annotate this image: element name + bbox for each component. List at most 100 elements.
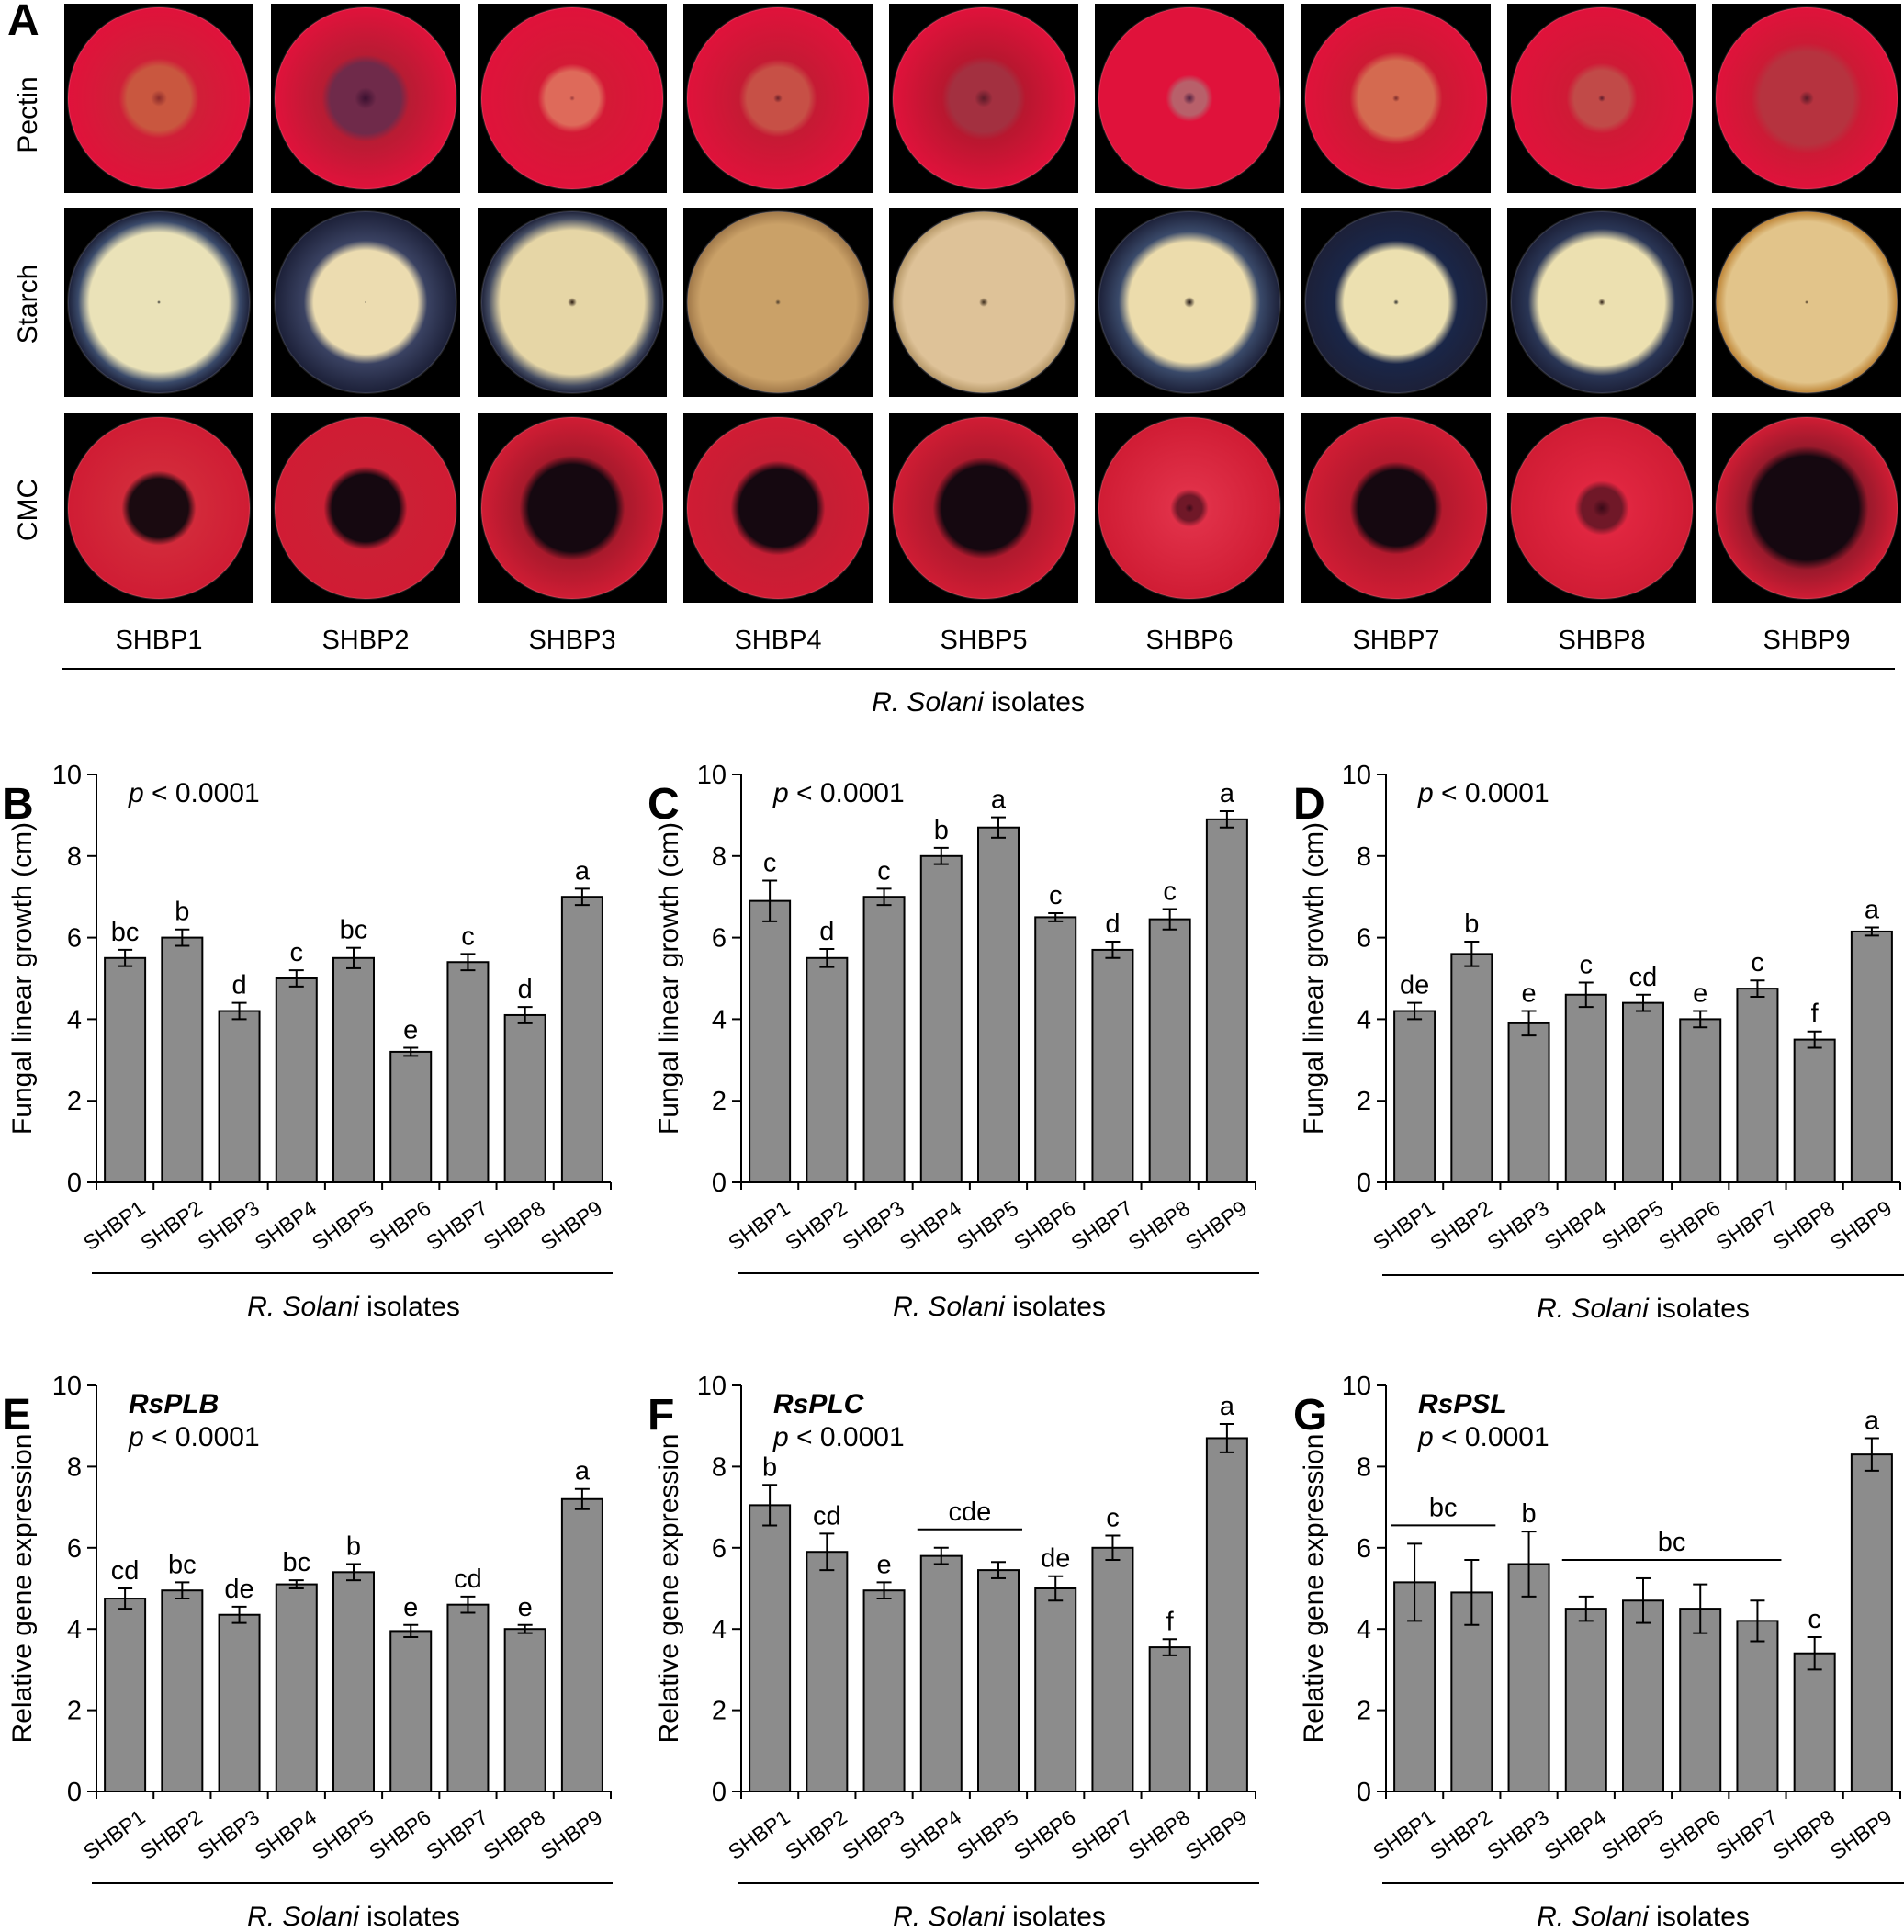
plate-dish xyxy=(1511,417,1693,599)
y-tick-label: 2 xyxy=(1357,1697,1371,1726)
category-label-shbp3: SHBP3 xyxy=(193,1196,264,1256)
y-tick-label: 4 xyxy=(67,1615,82,1644)
bar-shbp6 xyxy=(389,1050,433,1184)
plate-dish xyxy=(687,211,869,393)
x-axis-title: R. Solani isolates xyxy=(893,1292,1106,1322)
category-label-shbp7: SHBP7 xyxy=(422,1196,492,1256)
significance-letter: bc xyxy=(282,1548,310,1577)
plate-rim xyxy=(67,210,251,394)
y-tick-label: 8 xyxy=(67,842,82,872)
category-label-shbp8: SHBP8 xyxy=(1123,1196,1194,1256)
category-label-shbp4: SHBP4 xyxy=(251,1804,321,1864)
plate-dish xyxy=(275,417,456,599)
category-label-shbp5: SHBP5 xyxy=(308,1196,378,1256)
significance-letter: bc xyxy=(340,916,368,945)
category-label-shbp2: SHBP2 xyxy=(136,1805,207,1865)
significance-letter: d xyxy=(819,917,834,946)
bar-shbp4 xyxy=(1564,1608,1607,1792)
plate-starch-shbp1 xyxy=(64,208,253,397)
plate-starch-shbp8 xyxy=(1507,208,1696,397)
plate-rim xyxy=(686,416,870,600)
category-label-shbp7: SHBP7 xyxy=(1066,1196,1137,1256)
p-value: p < 0.0001 xyxy=(772,1422,905,1452)
plate-rim xyxy=(1098,416,1281,600)
plate-dish xyxy=(1098,211,1280,393)
plate-starch-shbp2 xyxy=(271,208,460,397)
bar-shbp8 xyxy=(1148,918,1191,1183)
category-label-shbp7: SHBP7 xyxy=(1066,1805,1137,1865)
significance-letter: de xyxy=(1400,971,1429,1000)
bar-shbp6 xyxy=(1679,1018,1722,1184)
y-tick-label: 4 xyxy=(67,1005,82,1034)
p-value: p < 0.0001 xyxy=(1417,778,1549,808)
y-tick-label: 4 xyxy=(1357,1615,1371,1644)
bar-shbp4 xyxy=(275,977,318,1183)
bar-shbp6 xyxy=(1034,1587,1077,1792)
x-axis-title: R. Solani isolates xyxy=(893,1902,1106,1932)
significance-letter: c xyxy=(763,848,777,877)
bar-shbp1 xyxy=(104,1598,147,1793)
bar-shbp5 xyxy=(1622,1001,1664,1184)
panel-letter-g: G xyxy=(1293,1391,1327,1440)
bar-shbp1 xyxy=(104,956,147,1184)
panel-letter-f: F xyxy=(648,1391,674,1440)
panel-letter-c: C xyxy=(648,780,680,829)
significance-letter: c xyxy=(290,938,304,967)
plate-dish xyxy=(1305,7,1487,189)
plate-dish xyxy=(481,211,663,393)
category-label-shbp5: SHBP5 xyxy=(1597,1805,1668,1865)
significance-letter: e xyxy=(1521,979,1536,1009)
plate-rim xyxy=(1715,6,1898,190)
category-label-shbp2: SHBP2 xyxy=(1425,1196,1496,1256)
panel-letter-b: B xyxy=(2,780,34,829)
bar-shbp8 xyxy=(503,1628,546,1792)
significance-letter: de xyxy=(224,1575,253,1604)
category-label-shbp6: SHBP6 xyxy=(365,1196,435,1256)
category-label-shbp6: SHBP6 xyxy=(1009,1196,1080,1256)
plate-cmc-shbp9 xyxy=(1712,413,1901,603)
bar-shbp5 xyxy=(977,826,1020,1183)
isolate-label-shbp7: SHBP7 xyxy=(1352,626,1439,655)
plate-rim xyxy=(892,416,1076,600)
y-tick-label: 2 xyxy=(712,1697,727,1726)
bar-shbp6 xyxy=(389,1630,433,1793)
bar-shbp5 xyxy=(332,1571,375,1792)
bar-shbp3 xyxy=(862,1589,906,1792)
plate-dish xyxy=(1511,211,1693,393)
panel-a-axis-title: R. Solani isolates xyxy=(872,687,1085,717)
y-tick-label: 10 xyxy=(1342,761,1371,790)
group-significance-letter: bc xyxy=(1429,1493,1458,1522)
plate-cmc-shbp3 xyxy=(478,413,667,603)
bar-shbp9 xyxy=(560,1497,603,1792)
category-label-shbp7: SHBP7 xyxy=(422,1805,492,1865)
plate-dish xyxy=(68,417,250,599)
bar-shbp7 xyxy=(1091,948,1134,1184)
bar-shbp3 xyxy=(1507,1563,1550,1792)
significance-letter: b xyxy=(1521,1499,1536,1529)
y-tick-label: 0 xyxy=(712,1169,727,1198)
category-label-shbp7: SHBP7 xyxy=(1711,1805,1782,1865)
plate-rim xyxy=(480,6,664,190)
significance-letter: c xyxy=(1163,877,1177,907)
category-label-shbp4: SHBP4 xyxy=(251,1195,321,1255)
plate-cmc-shbp1 xyxy=(64,413,253,603)
plate-dish xyxy=(1305,211,1487,393)
significance-letter: b xyxy=(934,816,949,845)
bar-shbp3 xyxy=(1507,1022,1550,1183)
plate-rim xyxy=(686,6,870,190)
y-tick-label: 4 xyxy=(712,1005,727,1034)
isolate-label-shbp3: SHBP3 xyxy=(528,626,615,655)
category-label-shbp4: SHBP4 xyxy=(1540,1195,1611,1255)
y-tick-label: 2 xyxy=(1357,1087,1371,1116)
x-axis-title: R. Solani isolates xyxy=(1537,1902,1750,1932)
plate-dish xyxy=(1511,7,1693,189)
plate-pectin-shbp3 xyxy=(478,4,667,193)
significance-letter: a xyxy=(1220,1392,1235,1421)
plate-rim xyxy=(892,6,1076,190)
plate-pectin-shbp7 xyxy=(1301,4,1491,193)
significance-letter: cd xyxy=(1629,963,1658,992)
plate-rim xyxy=(1510,6,1694,190)
y-axis-label: Fungal linear growth (cm) xyxy=(654,822,684,1135)
